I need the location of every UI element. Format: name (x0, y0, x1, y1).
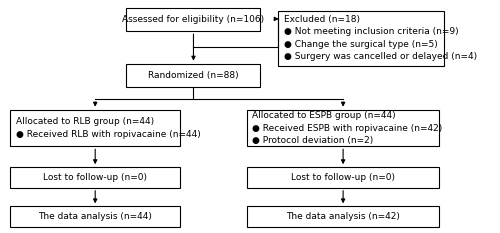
Text: The data analysis (n=42): The data analysis (n=42) (286, 212, 400, 221)
Text: Lost to follow-up (n=0): Lost to follow-up (n=0) (291, 173, 395, 182)
Text: Excluded (n=18)
● Not meeting inclusion criteria (n=9)
● Change the surgical typ: Excluded (n=18) ● Not meeting inclusion … (284, 15, 477, 62)
FancyBboxPatch shape (126, 64, 260, 87)
FancyBboxPatch shape (126, 8, 260, 31)
FancyBboxPatch shape (10, 167, 180, 188)
FancyBboxPatch shape (247, 206, 439, 227)
Text: Lost to follow-up (n=0): Lost to follow-up (n=0) (43, 173, 147, 182)
Text: Allocated to ESPB group (n=44)
● Received ESPB with ropivacaine (n=42)
● Protoco: Allocated to ESPB group (n=44) ● Receive… (252, 111, 442, 145)
Text: Randomized (n=88): Randomized (n=88) (148, 71, 239, 79)
Text: Allocated to RLB group (n=44)
● Received RLB with ropivacaine (n=44): Allocated to RLB group (n=44) ● Received… (16, 117, 200, 139)
FancyBboxPatch shape (247, 110, 439, 146)
FancyBboxPatch shape (247, 167, 439, 188)
Text: Assessed for eligibility (n=106): Assessed for eligibility (n=106) (122, 15, 264, 24)
FancyBboxPatch shape (10, 110, 180, 146)
FancyBboxPatch shape (10, 206, 180, 227)
Text: The data analysis (n=44): The data analysis (n=44) (38, 212, 152, 221)
FancyBboxPatch shape (278, 10, 444, 66)
